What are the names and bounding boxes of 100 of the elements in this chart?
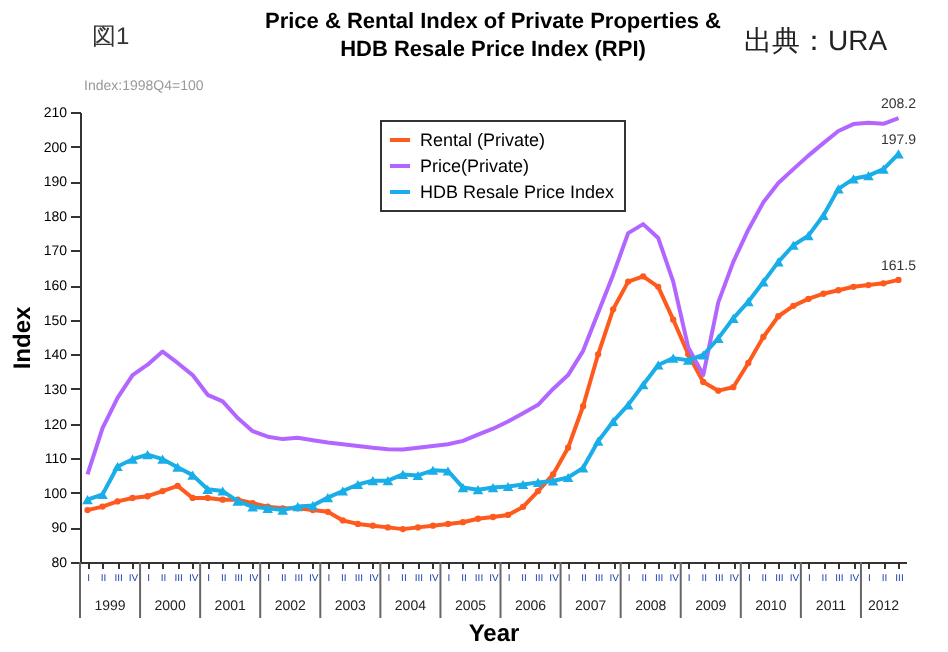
point [322, 493, 334, 503]
point [788, 240, 799, 250]
point [399, 525, 407, 533]
point [652, 360, 664, 370]
point [592, 436, 604, 446]
point [412, 470, 424, 481]
point [472, 485, 484, 495]
point [895, 276, 902, 284]
point [818, 210, 829, 221]
point [142, 450, 153, 460]
point [833, 184, 844, 194]
point [352, 479, 364, 490]
point [670, 316, 677, 323]
point [474, 515, 482, 522]
point [307, 500, 319, 511]
point [549, 471, 557, 478]
point [728, 313, 739, 323]
point [174, 482, 181, 489]
point [219, 496, 226, 503]
point [427, 465, 439, 475]
point [204, 494, 211, 502]
point [519, 503, 527, 511]
point [384, 524, 392, 531]
point [112, 461, 123, 472]
point [504, 511, 512, 519]
point [172, 462, 183, 472]
y-axis-title: Index [7, 306, 36, 370]
point [594, 351, 602, 358]
point [760, 333, 767, 341]
point [758, 277, 769, 287]
point [835, 287, 842, 294]
point [97, 489, 108, 500]
point [775, 313, 782, 320]
point [745, 359, 752, 367]
point [517, 479, 529, 490]
point [459, 519, 467, 526]
point [547, 476, 559, 486]
point [534, 487, 542, 495]
point [805, 295, 812, 303]
point [609, 306, 617, 313]
point [502, 481, 514, 492]
point [697, 350, 709, 360]
point [667, 353, 679, 363]
point [217, 486, 228, 496]
point [444, 520, 452, 528]
legend-label: HDB Resale Price Index [420, 182, 616, 202]
point [189, 494, 196, 502]
point [337, 486, 349, 496]
line-series [84, 273, 902, 533]
point [730, 384, 737, 391]
point [247, 502, 258, 512]
point [202, 484, 213, 494]
chart-title: Price & Rental Index of Private Properties & HDB Resale Price Index (RPI) [264, 10, 722, 63]
point [878, 164, 889, 174]
point [487, 482, 499, 493]
point [865, 281, 872, 289]
point [637, 380, 649, 390]
legend-label: Rental (Private) [420, 130, 546, 150]
point [640, 273, 647, 280]
point [880, 280, 887, 287]
point [682, 355, 694, 365]
point [773, 257, 784, 267]
point [820, 290, 827, 297]
point [369, 522, 377, 529]
point [127, 454, 138, 464]
point [144, 493, 151, 500]
point [790, 302, 797, 309]
point [700, 378, 707, 386]
legend-label: Price(Private) [420, 156, 530, 176]
point [429, 522, 437, 529]
point [82, 495, 93, 505]
point [457, 482, 469, 493]
point [715, 387, 722, 394]
point [157, 454, 168, 464]
point [850, 283, 857, 290]
point [564, 444, 572, 451]
point [625, 278, 632, 285]
point [382, 476, 394, 486]
point [803, 230, 814, 241]
point [743, 297, 754, 307]
point [114, 498, 121, 505]
point [354, 520, 361, 528]
point [397, 469, 409, 480]
point [159, 487, 166, 495]
point [532, 477, 544, 487]
point [84, 506, 91, 514]
point [562, 472, 574, 483]
point [848, 174, 859, 184]
point [863, 171, 874, 181]
point [579, 403, 587, 410]
point [655, 283, 662, 290]
point [489, 513, 497, 521]
source-note: 出典：URA [744, 24, 888, 60]
point [324, 508, 331, 515]
caption: 図1 [92, 20, 130, 54]
point [607, 416, 619, 427]
point [339, 517, 346, 524]
x-axis-title: Year [468, 619, 521, 647]
point [99, 503, 106, 510]
point [129, 494, 136, 502]
